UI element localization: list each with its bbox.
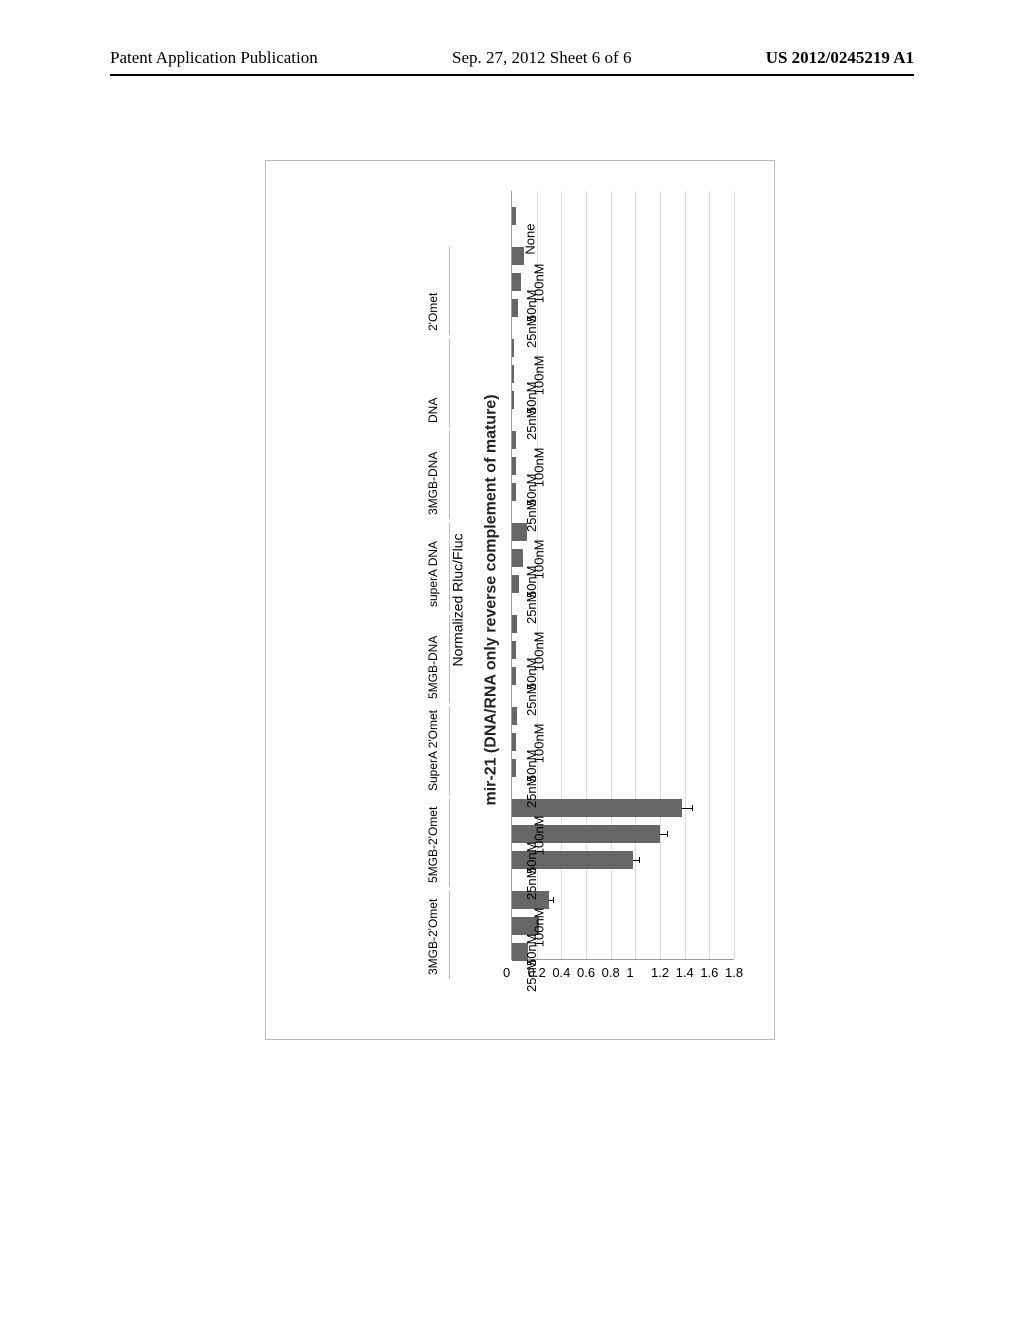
header-left: Patent Application Publication: [110, 48, 318, 68]
x-tick-label: 1.6: [700, 965, 718, 980]
group-bracket: [449, 247, 450, 335]
bar: [512, 641, 516, 659]
bar: [512, 575, 519, 593]
gridline: [734, 191, 735, 959]
gridline: [635, 191, 636, 959]
bar-label: 25nM: [524, 776, 539, 809]
bar: [512, 299, 518, 317]
bar-label: 25nM: [524, 868, 539, 901]
x-tick-label: 1.2: [651, 965, 669, 980]
x-tick-label: 0.4: [552, 965, 570, 980]
y-axis-label: Normalized Rluc/Fluc: [450, 533, 466, 666]
error-cap: [553, 897, 554, 903]
chart-title: mir-21 (DNA/RNA only reverse complement …: [483, 394, 501, 805]
group-label: 2'Omet: [426, 293, 440, 331]
bar: [512, 365, 514, 383]
group-label: superA DNA: [426, 541, 440, 607]
x-tick-label: 0: [503, 965, 510, 980]
group-bracket: [449, 707, 450, 795]
page: Patent Application Publication Sep. 27, …: [0, 0, 1024, 1320]
group-label: 3MGB-DNA: [426, 452, 440, 515]
bar: [512, 391, 514, 409]
bar-label: 25nM: [524, 500, 539, 533]
x-tick-label: 1.4: [676, 965, 694, 980]
gridline: [586, 191, 587, 959]
group-bracket: [449, 339, 450, 427]
bar: [512, 759, 516, 777]
group-label: DNA: [426, 398, 440, 423]
bar-label: 25nM: [524, 684, 539, 717]
error-bar: [682, 808, 692, 809]
group-label: 5MGB-DNA: [426, 636, 440, 699]
x-tick-label: 0.6: [577, 965, 595, 980]
page-header: Patent Application Publication Sep. 27, …: [0, 48, 1024, 68]
bar: [512, 549, 523, 567]
bar: [512, 339, 514, 357]
bar-label: 25nM: [524, 316, 539, 349]
gridline: [709, 191, 710, 959]
group-label: SuperA 2'Omet: [426, 710, 440, 791]
bar: [512, 707, 517, 725]
bar-chart: mir-21 (DNA/RNA only reverse complement …: [265, 160, 775, 1040]
group-bracket: [449, 615, 450, 703]
header-rule: [110, 74, 914, 76]
group-label: 5MGB-2'Omet: [426, 807, 440, 883]
group-bracket: [449, 891, 450, 979]
bar: [512, 615, 517, 633]
bar-label: 25nM: [524, 960, 539, 993]
x-tick-label: 0.8: [602, 965, 620, 980]
error-cap: [639, 857, 640, 863]
bar: [512, 273, 521, 291]
header-right: US 2012/0245219 A1: [766, 48, 914, 68]
group-bracket: [449, 523, 450, 611]
gridline: [685, 191, 686, 959]
gridline: [660, 191, 661, 959]
bar: [512, 457, 516, 475]
bar-label: 25nM: [524, 408, 539, 441]
bar: [512, 483, 516, 501]
bar: [512, 733, 516, 751]
bar: [512, 431, 516, 449]
bar-label: 25nM: [524, 592, 539, 625]
bar: [512, 207, 516, 225]
x-tick-label: 1: [626, 965, 633, 980]
group-bracket: [449, 431, 450, 519]
error-cap: [667, 831, 668, 837]
bar-label: None: [523, 224, 538, 255]
x-tick-label: 1.8: [725, 965, 743, 980]
error-cap: [692, 805, 693, 811]
group-label: 3MGB-2'Omet: [426, 899, 440, 975]
bar: [512, 667, 516, 685]
error-bar: [660, 834, 667, 835]
group-bracket: [449, 799, 450, 887]
gridline: [611, 191, 612, 959]
gridline: [561, 191, 562, 959]
header-center: Sep. 27, 2012 Sheet 6 of 6: [452, 48, 631, 68]
